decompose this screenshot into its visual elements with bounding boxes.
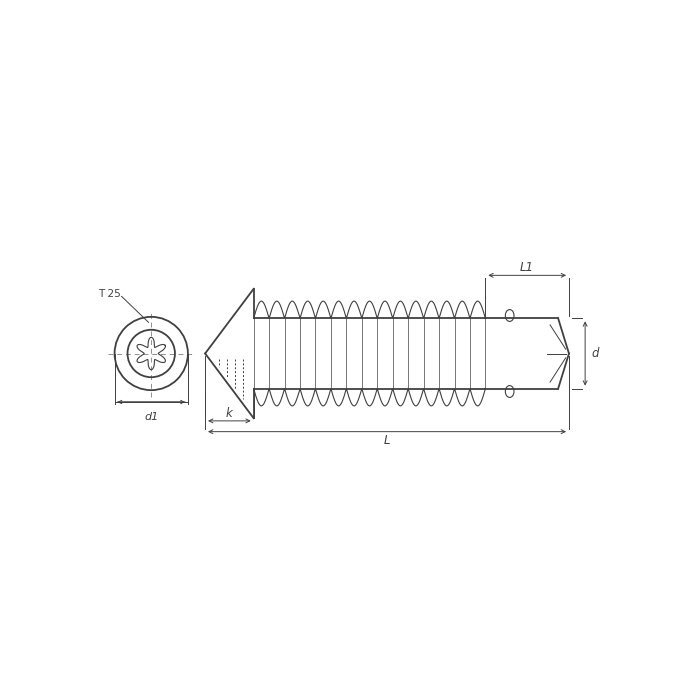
Text: d1: d1 [144, 412, 158, 421]
Text: L: L [384, 434, 391, 447]
Text: L1: L1 [520, 261, 534, 274]
Text: k: k [226, 407, 233, 420]
Text: d: d [591, 347, 598, 360]
Text: T 25: T 25 [99, 289, 121, 299]
